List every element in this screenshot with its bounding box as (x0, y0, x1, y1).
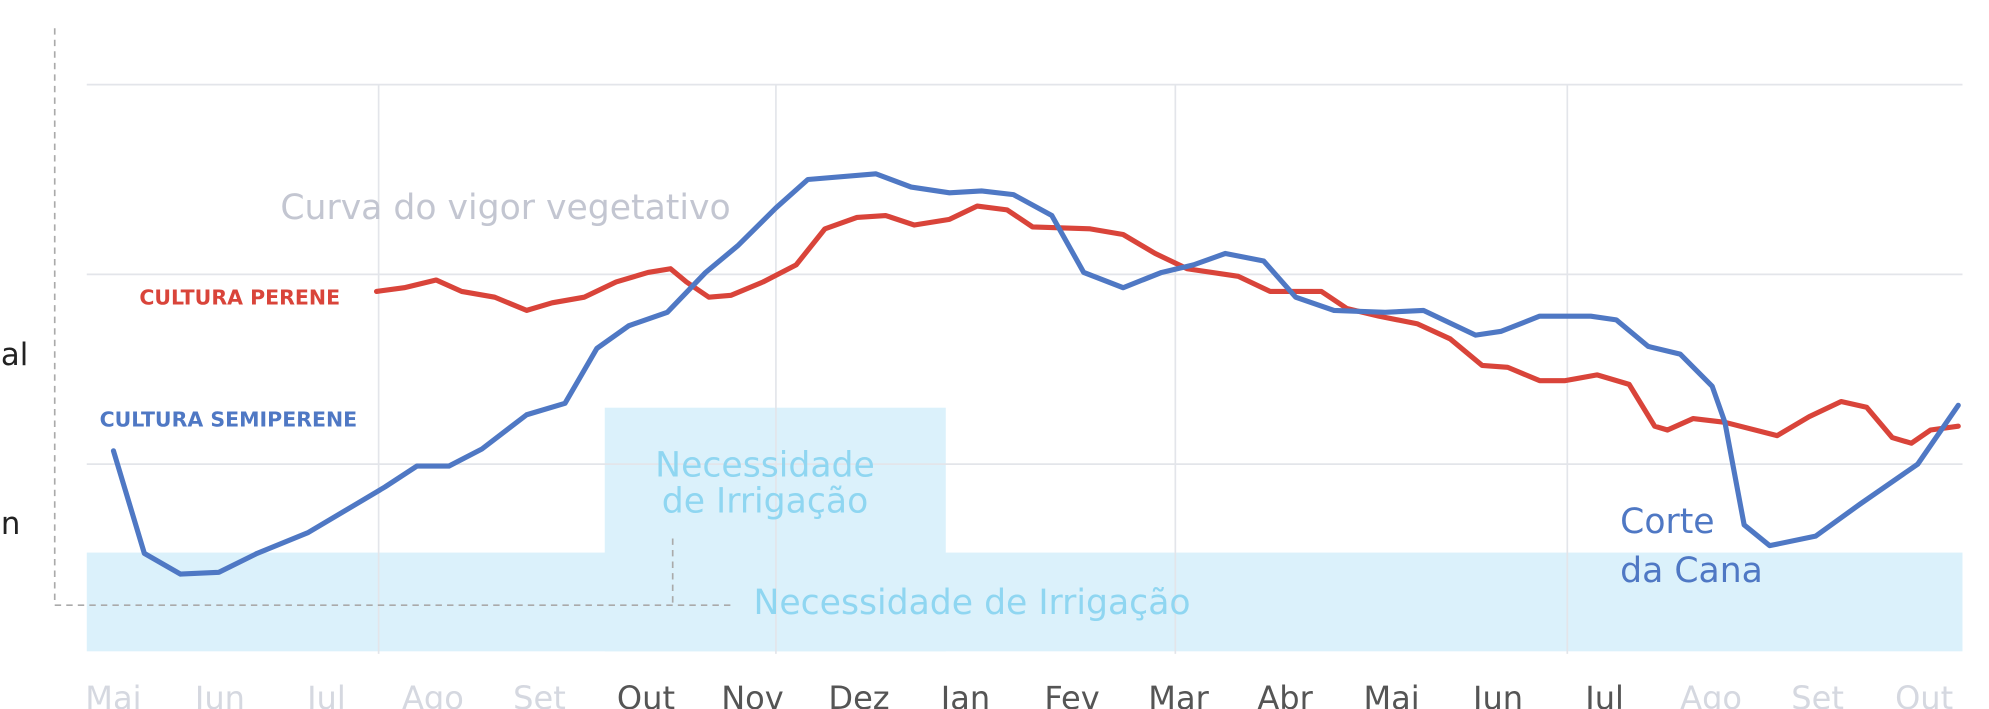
irrigation-band (86, 552, 1963, 652)
x-tick-label: Jul (305, 679, 346, 709)
x-tick-label: Mar (1148, 679, 1209, 709)
series-line (373, 203, 1961, 446)
x-tick-label: Out (1895, 679, 1953, 709)
x-tick-label: Dez (828, 679, 889, 709)
series-label: CULTURA SEMIPERENE (100, 408, 358, 432)
x-tick-label: Jan (939, 679, 990, 709)
x-tick-label: Fev (1044, 679, 1099, 709)
x-tick-label: Set (513, 679, 566, 709)
guides (53, 28, 732, 606)
annotation: de Irrigação (662, 482, 869, 522)
annotation: Corte (1620, 502, 1714, 542)
x-tick-label: Jul (1583, 679, 1624, 709)
annotation: Necessidade (655, 446, 875, 486)
grid (86, 83, 1963, 654)
dashed-guide (53, 28, 732, 606)
x-tick-label: Jun (1471, 679, 1523, 709)
x-tick-label: Ago (402, 679, 464, 709)
x-tick-label: Ago (1680, 679, 1742, 709)
cut-label: al (1, 337, 28, 373)
x-tick-label: Mai (85, 679, 141, 709)
x-tick-label: Abr (1257, 679, 1313, 709)
lines (110, 171, 1961, 577)
annotation: Curva do vigor vegetativo (280, 188, 730, 228)
x-tick-label: Out (617, 679, 675, 709)
series-line (110, 171, 1961, 577)
cut-label: n (1, 506, 21, 542)
series-label: CULTURA PERENE (139, 286, 340, 310)
x-tick-label: Jun (193, 679, 245, 709)
x-tick-label: Nov (721, 679, 784, 709)
x-tick-label: Mai (1363, 679, 1419, 709)
annotation: da Cana (1620, 551, 1763, 591)
x-tick-label: Set (1791, 679, 1844, 709)
annotation: Necessidade de Irrigação (753, 583, 1190, 623)
